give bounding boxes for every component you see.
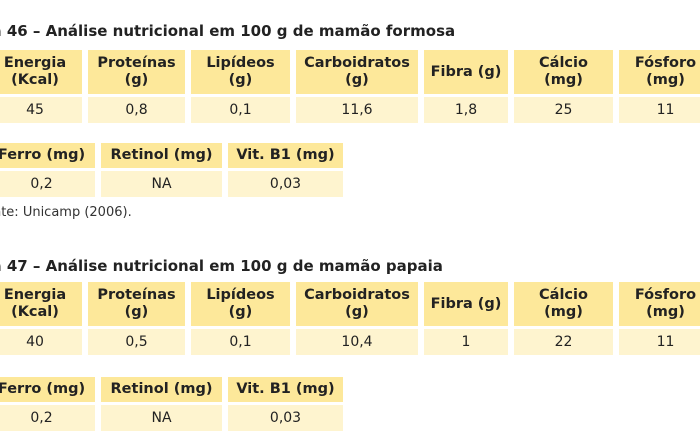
data-cell: NA [101,405,222,431]
header-cell: Vit. B1 (mg) [228,377,343,402]
header-cell: Vit. B1 (mg) [228,143,343,168]
header-cell: Proteínas (g) [88,282,185,326]
source-note: Fonte: Unicamp (2006). [0,205,132,220]
table-title: Tabela 46 – Análise nutricional em 100 g… [0,22,456,40]
header-cell: Ferro (mg) [0,377,95,402]
data-cell: 11,6 [296,97,418,123]
data-cell: 0,03 [228,405,343,431]
header-cell: Energia (Kcal) [0,282,82,326]
header-cell: Ferro (mg) [0,143,95,168]
header-cell: Carboidratos (g) [296,282,418,326]
header-cell: Proteínas (g) [88,50,185,94]
data-cell: 45 [0,97,82,123]
data-cell: 11 [619,97,700,123]
data-cell: 0,1 [191,97,290,123]
header-cell: Fósforo (mg) [619,282,700,326]
data-cell: 0,8 [88,97,185,123]
table-title: Tabela 47 – Análise nutricional em 100 g… [0,257,443,275]
data-cell: 25 [514,97,613,123]
header-cell: Lipídeos (g) [191,50,290,94]
data-cell: 0,5 [88,329,185,355]
data-cell: NA [101,171,222,197]
header-cell: Carboidratos (g) [296,50,418,94]
header-cell: Energia (Kcal) [0,50,82,94]
data-cell: 10,4 [296,329,418,355]
data-cell: 1 [424,329,508,355]
data-cell: 0,2 [0,405,95,431]
header-cell: Lipídeos (g) [191,282,290,326]
header-cell: Retinol (mg) [101,377,222,402]
data-cell: 0,1 [191,329,290,355]
header-cell: Retinol (mg) [101,143,222,168]
header-cell: Fibra (g) [424,282,508,326]
data-cell: 40 [0,329,82,355]
data-cell: 11 [619,329,700,355]
header-cell: Fibra (g) [424,50,508,94]
header-cell: Fósforo (mg) [619,50,700,94]
data-cell: 1,8 [424,97,508,123]
data-cell: 0,2 [0,171,95,197]
header-cell: Cálcio (mg) [514,50,613,94]
header-cell: Cálcio (mg) [514,282,613,326]
data-cell: 0,03 [228,171,343,197]
data-cell: 22 [514,329,613,355]
